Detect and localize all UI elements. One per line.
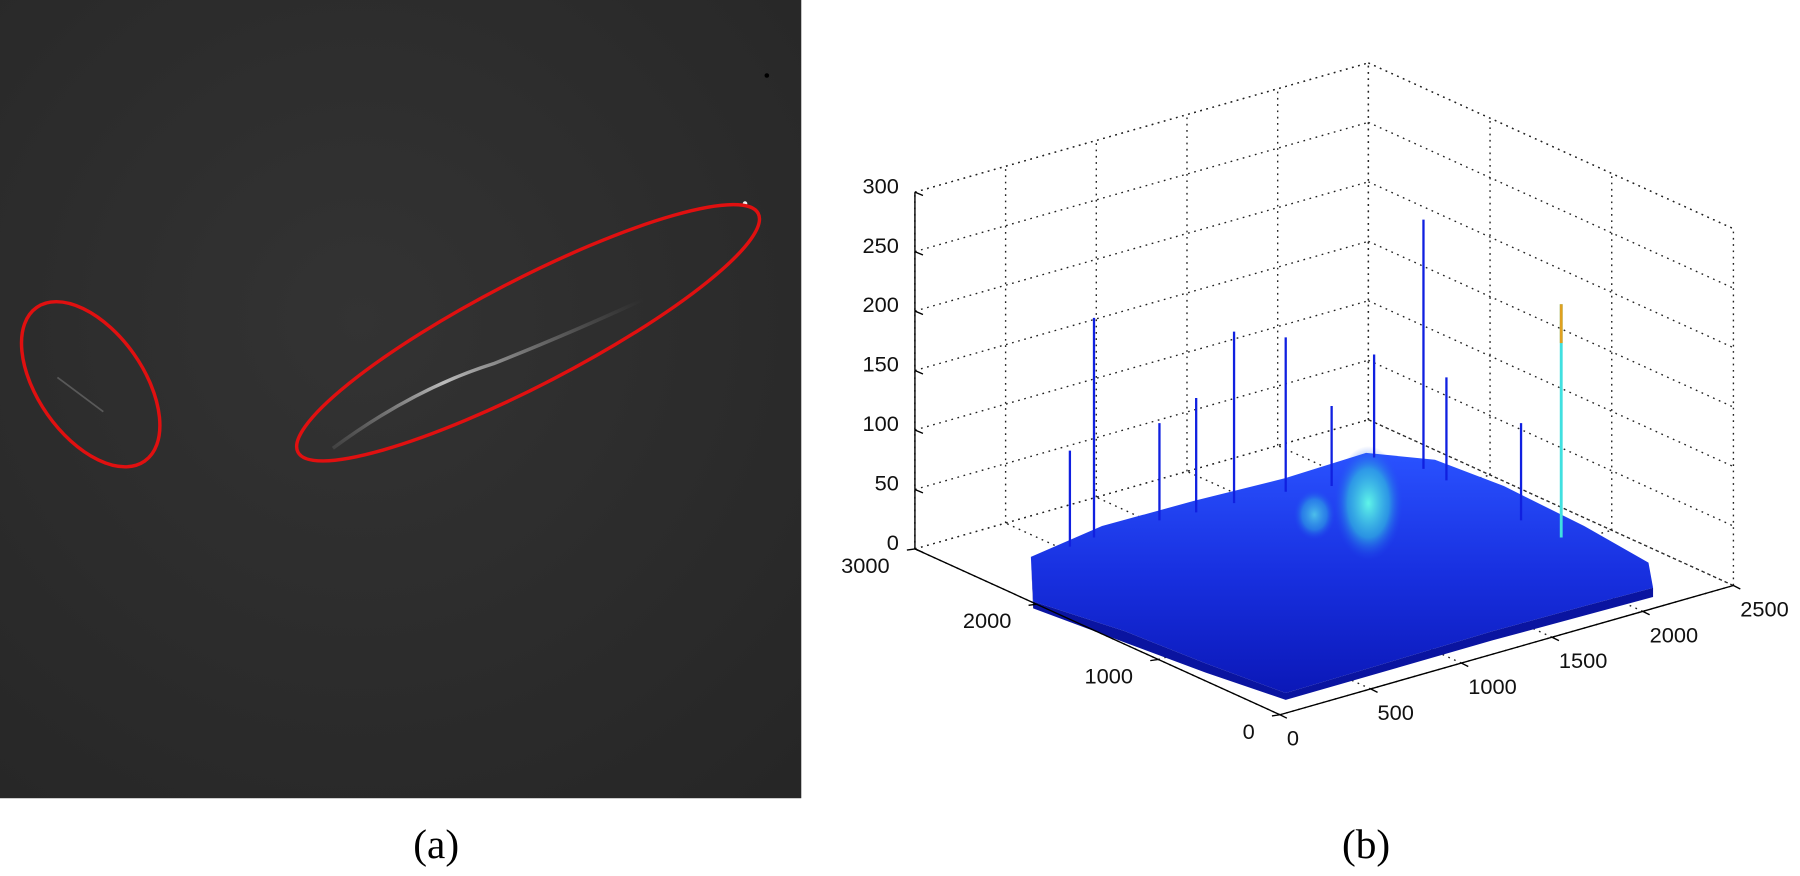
x-tick-label: 1000 (1468, 674, 1516, 699)
z-tick-label: 300 (862, 173, 898, 198)
y-tick-label: 3000 (841, 553, 889, 578)
box-edge (1368, 62, 1734, 230)
panel-a: (a) (0, 0, 802, 868)
tick-mark (1733, 584, 1741, 590)
grid-line (914, 419, 1369, 550)
z-tick-label: 100 (862, 411, 898, 436)
grid-line (914, 300, 1369, 431)
z-tick-label: 250 (862, 233, 898, 258)
tick-mark (1642, 610, 1650, 616)
x-axis (1279, 584, 1734, 716)
surface-body (1030, 452, 1654, 694)
tick-mark (914, 191, 924, 197)
tick-mark (1370, 688, 1378, 693)
grid-line (914, 240, 1369, 372)
tick-mark (914, 429, 924, 435)
highlight-ellipse (294, 202, 762, 463)
sky-image (0, 0, 802, 799)
tick-mark (1028, 603, 1037, 607)
surface-edge (1030, 556, 1654, 700)
tick-mark (1279, 714, 1288, 719)
z-tick-label: 200 (862, 292, 898, 317)
x-tick-label: 2500 (1740, 596, 1788, 621)
x-tick-label: 1500 (1559, 648, 1607, 673)
tick-mark (1551, 636, 1560, 642)
tick-mark (914, 488, 924, 494)
tick-mark (906, 548, 916, 551)
tick-mark (914, 548, 924, 553)
caption: (a) (413, 821, 459, 868)
grid-line (914, 121, 1369, 253)
surface-peak (1333, 446, 1403, 561)
streak (331, 298, 644, 450)
tick-mark (1150, 658, 1159, 662)
highlight-ellipse (19, 300, 162, 469)
caption: (b) (1342, 821, 1390, 868)
x-tick-label: 2000 (1650, 622, 1698, 647)
x-tick-label: 0 (1287, 726, 1299, 751)
tick-mark (914, 310, 924, 316)
grid-line (914, 359, 1369, 491)
y-tick-label: 0 (1243, 719, 1255, 744)
spikes (1068, 219, 1523, 547)
surface-peak (1293, 489, 1336, 540)
x-tick-label: 500 (1378, 700, 1414, 725)
grid-line (914, 181, 1369, 312)
streak (56, 376, 104, 413)
dust (764, 73, 770, 78)
z-tick-label: 0 (887, 530, 899, 555)
z-tick-label: 150 (862, 352, 898, 377)
tick-mark (1271, 714, 1281, 717)
y-tick-label: 2000 (963, 608, 1011, 633)
box-edge (914, 62, 1369, 193)
y-axis (914, 548, 1281, 716)
y-tick-label: 1000 (1085, 664, 1133, 689)
tick-mark (1461, 662, 1469, 668)
tick-mark (914, 369, 924, 375)
axes: 0501001502002503000500100015002000250001… (841, 173, 1789, 750)
tick-mark (914, 250, 924, 256)
surface (1030, 219, 1654, 700)
panel-b: 0501001502002503000500100015002000250001… (841, 62, 1789, 868)
z-tick-label: 50 (875, 471, 899, 496)
